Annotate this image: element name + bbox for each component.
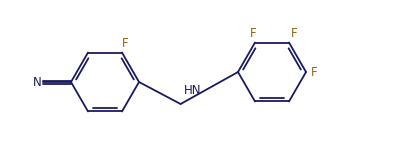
Text: N: N bbox=[33, 75, 42, 88]
Text: F: F bbox=[291, 27, 297, 40]
Text: F: F bbox=[311, 66, 318, 78]
Text: F: F bbox=[122, 37, 128, 50]
Text: HN: HN bbox=[184, 84, 201, 97]
Text: F: F bbox=[250, 27, 256, 40]
